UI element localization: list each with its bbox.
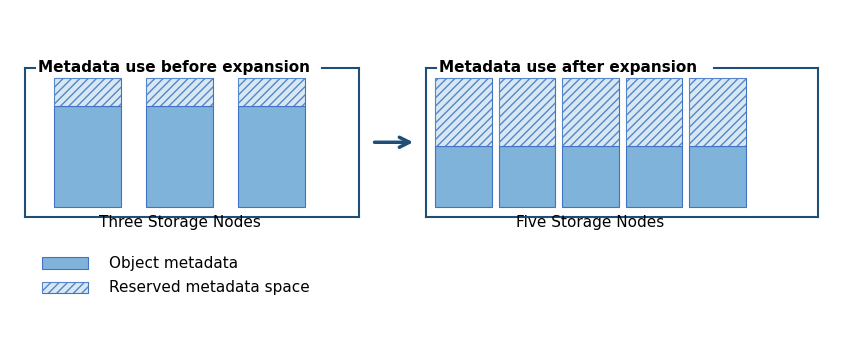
Bar <box>689 146 746 207</box>
Bar <box>42 257 88 269</box>
Bar <box>562 78 619 146</box>
Bar <box>147 78 213 106</box>
Bar <box>239 78 305 106</box>
Bar <box>55 78 121 106</box>
Bar <box>498 146 556 207</box>
Bar <box>55 78 121 106</box>
Bar <box>498 78 556 146</box>
Text: Metadata use after expansion: Metadata use after expansion <box>439 60 697 75</box>
Bar <box>147 78 213 106</box>
Bar <box>435 146 492 207</box>
FancyArrowPatch shape <box>375 137 409 147</box>
Bar <box>562 146 619 207</box>
Bar <box>689 78 746 146</box>
Bar <box>498 78 556 146</box>
Text: Three Storage Nodes: Three Storage Nodes <box>99 215 261 230</box>
Bar <box>42 282 88 293</box>
Bar <box>147 106 213 207</box>
Text: Metadata use before expansion: Metadata use before expansion <box>37 60 310 75</box>
Bar <box>42 282 88 293</box>
Bar <box>435 78 492 146</box>
Bar <box>625 78 682 146</box>
Bar <box>562 78 619 146</box>
Bar <box>55 106 121 207</box>
Bar <box>625 78 682 146</box>
Bar <box>239 106 305 207</box>
Bar <box>435 78 492 146</box>
Bar <box>689 78 746 146</box>
Text: Reserved metadata space: Reserved metadata space <box>109 280 309 295</box>
Bar <box>625 146 682 207</box>
Text: Five Storage Nodes: Five Storage Nodes <box>516 215 665 230</box>
Bar <box>239 78 305 106</box>
Text: Object metadata: Object metadata <box>109 255 238 271</box>
